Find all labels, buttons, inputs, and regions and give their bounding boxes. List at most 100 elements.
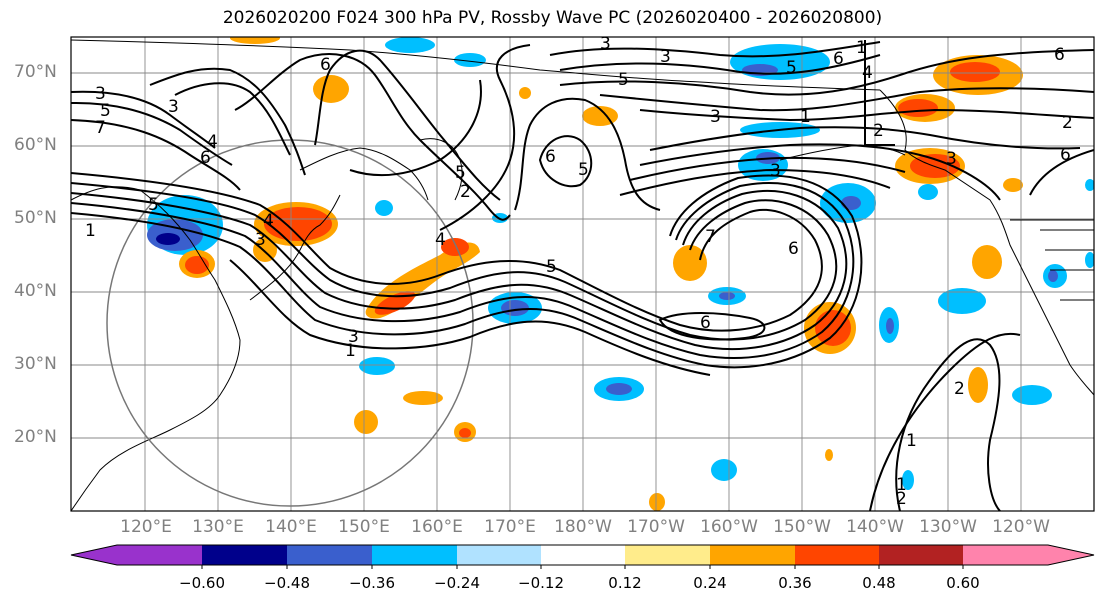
contour-label: 4 xyxy=(862,63,873,83)
map-frame xyxy=(70,36,1095,512)
positive-anomaly-core xyxy=(898,99,938,117)
negative-anomaly-core xyxy=(606,383,632,395)
lon-label: 150°W xyxy=(773,517,831,537)
negative-anomaly xyxy=(359,357,395,375)
contour-label: 5 xyxy=(578,160,589,180)
contour-label: 1 xyxy=(906,431,917,451)
positive-anomaly xyxy=(354,410,378,434)
contour-label: 7 xyxy=(705,227,716,247)
positive-anomaly xyxy=(673,245,707,281)
contour-label: 2 xyxy=(1062,113,1073,133)
pv-contour xyxy=(619,168,891,196)
colorbar-tick-label: 0.36 xyxy=(778,574,812,592)
colorbar-cell xyxy=(541,545,625,565)
negative-anomaly xyxy=(902,470,914,490)
negative-anomaly-core xyxy=(886,318,894,334)
positive-anomaly xyxy=(972,245,1002,279)
pv-contour xyxy=(549,41,881,58)
colorbar-tick-label: 0.12 xyxy=(608,574,642,592)
colorbar-cell xyxy=(457,545,541,565)
pv-contour xyxy=(234,53,511,221)
colorbar-outline xyxy=(70,544,1095,566)
colorbar-cell xyxy=(117,545,202,565)
contour-label: 4 xyxy=(207,132,218,152)
positive-anomaly-core xyxy=(264,207,332,241)
contour-label: 6 xyxy=(1060,145,1071,165)
colorbar-tick-label: 0.60 xyxy=(946,574,980,592)
positive-anomaly-core xyxy=(459,428,471,438)
pv-contour xyxy=(658,312,766,341)
contour-label: 5 xyxy=(618,70,629,90)
north-america-coast xyxy=(879,89,1094,396)
colorbar xyxy=(70,544,1095,569)
colorbar-cell xyxy=(625,545,710,565)
contour-label: 2 xyxy=(460,182,471,202)
colorbar-cell xyxy=(963,545,1048,565)
negative-anomaly-core xyxy=(1048,270,1058,282)
negative-anomaly xyxy=(1012,385,1052,405)
colorbar-extend-high xyxy=(1048,545,1094,565)
pv-contours xyxy=(71,40,1094,511)
arctic-coast xyxy=(71,39,881,91)
pv-contour xyxy=(314,49,501,201)
contour-label: 3 xyxy=(168,97,179,117)
positive-anomaly-core xyxy=(441,238,469,256)
lon-label: 120°E xyxy=(120,517,172,537)
okhotsk-coast xyxy=(299,147,429,201)
colorbar-cell xyxy=(795,545,879,565)
contour-label: 1 xyxy=(85,221,96,241)
contour-label: 2 xyxy=(873,121,884,141)
contour-label: 4 xyxy=(435,230,446,250)
positive-anomaly xyxy=(519,87,531,99)
contour-label: 3 xyxy=(946,149,957,169)
negative-anomaly xyxy=(454,53,486,67)
positive-anomaly xyxy=(403,391,443,405)
contour-label: 3 xyxy=(600,34,611,54)
pv-anomaly-shading xyxy=(147,37,1094,511)
negative-anomaly xyxy=(711,459,737,481)
colorbar-extend-low xyxy=(71,545,117,565)
lon-label: 140°W xyxy=(846,517,904,537)
positive-anomaly-core xyxy=(815,310,851,346)
contour-label: 5 xyxy=(455,163,466,183)
pv-contour xyxy=(869,332,1021,511)
negative-anomaly xyxy=(385,37,435,53)
contour-label: 6 xyxy=(1054,45,1065,65)
pv-contour xyxy=(864,40,895,146)
colorbar-tick-label: −0.12 xyxy=(518,574,564,592)
pv-contour xyxy=(71,182,838,341)
pv-contour xyxy=(71,90,216,149)
colorbar-tick-label: 0.24 xyxy=(693,574,727,592)
contour-label: 3 xyxy=(710,107,721,127)
positive-anomaly xyxy=(649,493,665,511)
pv-contour xyxy=(559,54,881,75)
pv-contour xyxy=(1029,149,1094,196)
lon-label: 130°W xyxy=(919,517,977,537)
contour-label: 3 xyxy=(95,84,106,104)
positive-anomaly xyxy=(313,75,349,103)
pv-contour xyxy=(229,259,711,376)
contour-label: 1 xyxy=(856,38,867,58)
colorbar-tick-label: −0.36 xyxy=(349,574,395,592)
pv-contour xyxy=(514,97,661,211)
graticule xyxy=(71,37,1094,511)
negative-anomaly-peak xyxy=(156,233,180,245)
negative-anomaly xyxy=(375,200,393,216)
contour-label: 5 xyxy=(546,257,557,277)
contour-label: 4 xyxy=(263,211,274,231)
colorbar-cell xyxy=(202,545,287,565)
pv-contour xyxy=(71,172,823,332)
positive-anomaly xyxy=(253,238,277,262)
contour-labels: 1 3 5 7 6 4 3 6 5 4 5 3 1 5 7 6 3 4 2 5 … xyxy=(85,34,1073,509)
pv-contour xyxy=(71,182,855,360)
pv-contour xyxy=(538,135,593,188)
lat-label: 30°N xyxy=(14,354,57,374)
lon-label: 130°E xyxy=(192,517,244,537)
contour-label: 3 xyxy=(348,327,359,347)
lon-label: 160°E xyxy=(411,517,463,537)
pv-contour xyxy=(71,190,848,351)
japan-coast xyxy=(249,194,341,301)
map-title: 2026020200 F024 300 hPa PV, Rossby Wave … xyxy=(222,8,883,28)
lon-label: 140°E xyxy=(265,517,317,537)
